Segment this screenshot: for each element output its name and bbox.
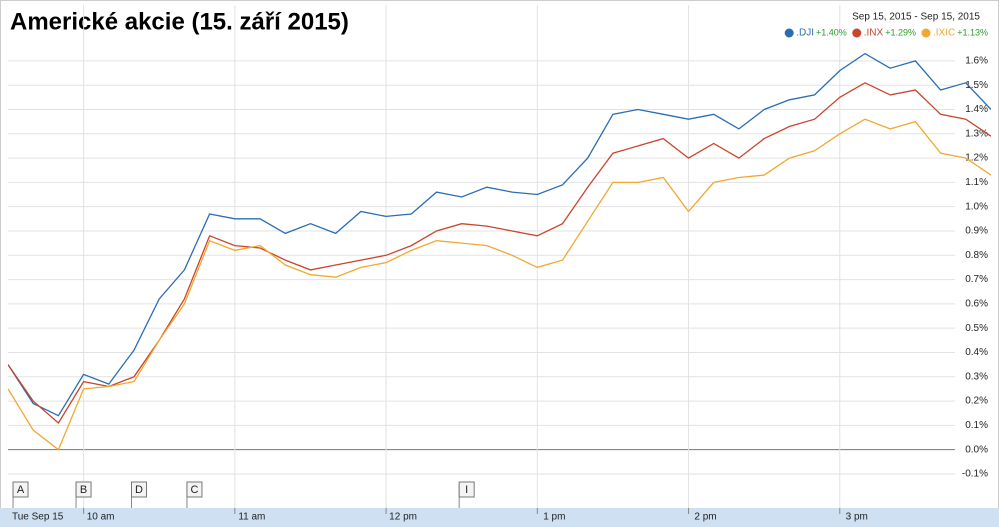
flag: [131, 481, 148, 498]
y-tick-label: 1.5%: [965, 80, 988, 91]
y-tick-label: 1.3%: [965, 128, 988, 139]
chart-title: Americké akcie (15. září 2015): [10, 8, 349, 35]
flag: [186, 481, 203, 498]
legend-name: .DJI: [796, 28, 814, 39]
y-tick-label: 1.2%: [965, 153, 988, 164]
legend-name: .INX: [864, 28, 884, 39]
legend-change: +1.40%: [816, 27, 847, 37]
y-tick-label: 0.9%: [965, 226, 988, 237]
y-tick-label: -0.1%: [962, 469, 988, 480]
legend-change: +1.13%: [957, 27, 988, 37]
y-tick-label: 0.0%: [965, 444, 988, 455]
flag-label: B: [80, 484, 87, 496]
legend-dot: [784, 28, 794, 38]
y-tick-label: 0.1%: [965, 420, 988, 431]
flag-label: I: [465, 484, 468, 496]
y-tick-label: 1.4%: [965, 104, 988, 115]
y-tick-label: 0.2%: [965, 396, 988, 407]
y-tick-label: 0.7%: [965, 274, 988, 285]
legend-dot: [852, 28, 862, 38]
y-tick-label: 0.8%: [965, 250, 988, 261]
x-tick-label: 3 pm: [846, 512, 868, 523]
date-range: Sep 15, 2015 - Sep 15, 2015: [852, 12, 980, 23]
x-tick-label: 1 pm: [543, 512, 565, 523]
flag-label: A: [17, 484, 25, 496]
legend-name: .IXIC: [933, 28, 955, 39]
series-line: [8, 52, 991, 417]
flag: [12, 481, 29, 498]
flag: [75, 481, 92, 498]
flag: [458, 481, 475, 498]
legend-change: +1.29%: [885, 27, 916, 37]
x-axis-band: [0, 508, 999, 527]
y-tick-label: 0.6%: [965, 299, 988, 310]
x-tick-label: 11 am: [238, 512, 265, 523]
series-line: [8, 82, 991, 424]
y-tick-label: 1.6%: [965, 56, 988, 67]
date-label: Tue Sep 15: [12, 512, 64, 523]
series-line: [8, 118, 991, 451]
y-tick-label: 0.4%: [965, 347, 988, 358]
flag-label: C: [190, 484, 198, 496]
y-tick-label: 1.1%: [965, 177, 988, 188]
y-tick-label: 0.5%: [965, 323, 988, 334]
x-tick-label: 10 am: [87, 512, 115, 523]
flag-label: D: [135, 484, 143, 496]
y-tick-label: 1.0%: [965, 201, 988, 212]
x-tick-label: 2 pm: [694, 512, 716, 523]
legend-dot: [921, 28, 931, 38]
x-tick-label: 12 pm: [389, 512, 417, 523]
y-tick-label: 0.3%: [965, 371, 988, 382]
